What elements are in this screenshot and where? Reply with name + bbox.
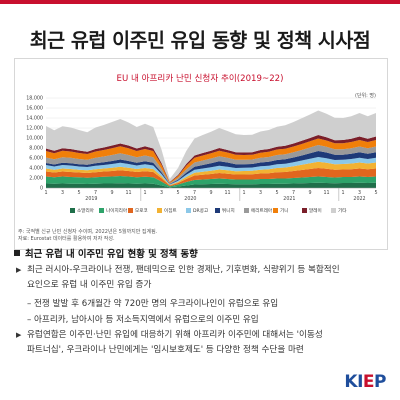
triangle-bullet-icon: ▶: [16, 331, 22, 339]
legend-label: 기타: [338, 209, 347, 214]
section-heading: 최근 유럽 내 이주민 유입 현황 및 정책 동향: [14, 246, 198, 260]
area-series: [46, 182, 376, 188]
legend-label: 이집트: [164, 209, 177, 214]
area-series: [46, 135, 376, 183]
x-tick-label: 1: [341, 190, 344, 196]
legend-item: 기타: [331, 208, 346, 214]
x-tick-label: 1: [143, 190, 146, 196]
legend-item: 튀니지: [215, 208, 235, 214]
area-series: [46, 151, 376, 185]
chart-source: 자료: Eurostat 데이터를 활용하여 저자 작성.: [18, 236, 115, 242]
x-year-label: 2019: [85, 196, 97, 202]
y-tick-label: 10,000: [26, 136, 43, 142]
y-tick-label: 2,000: [29, 176, 43, 182]
chart-unit-label: (단위: 명): [355, 93, 376, 99]
legend-item: 소말리아: [70, 208, 94, 214]
area-series: [46, 168, 376, 187]
y-tick-label: 6,000: [29, 156, 43, 162]
legend-label: 튀니지: [222, 209, 235, 214]
legend-swatch: [99, 208, 104, 213]
x-year-label: 2020: [184, 196, 196, 202]
bullet-1-line-1: 최근 러시아-우크라이나 전쟁, 팬데믹으로 인한 경제난, 기후변화, 식량위…: [27, 265, 340, 275]
y-tick-label: 12,000: [26, 126, 43, 132]
area-series: [46, 161, 376, 186]
x-tick-label: 3: [358, 190, 361, 196]
x-tick-label: 7: [94, 190, 97, 196]
x-tick-label: 1: [242, 190, 245, 196]
bullet-item-1: ▶ 최근 러시아-우크라이나 전쟁, 팬데믹으로 인한 경제난, 기후변화, 식…: [16, 263, 387, 293]
legend-item: 에리트레아: [244, 208, 272, 214]
bullet-item-2: ▶ 유럽연합은 이주민·난민 유입에 대응하기 위해 아프리카 이주민에 대해서…: [16, 328, 387, 358]
x-tick-label: 5: [374, 190, 377, 196]
legend-swatch: [70, 208, 75, 213]
x-tick-label: 9: [308, 190, 311, 196]
y-tick-label: 4,000: [29, 166, 43, 172]
x-tick-label: 5: [77, 190, 80, 196]
area-series: [46, 145, 376, 184]
area-series: [46, 138, 376, 184]
x-tick-label: 9: [110, 190, 113, 196]
legend-swatch: [128, 208, 133, 213]
legend-label: 에리트레아: [251, 209, 273, 214]
chart-title: EU 내 아프리카 난민 신청자 추이(2019~22): [116, 74, 284, 84]
y-tick-label: 0: [40, 186, 43, 192]
legend-swatch: [331, 208, 336, 213]
section-heading-text: 최근 유럽 내 이주민 유입 현황 및 정책 동향: [25, 249, 198, 260]
x-tick-label: 7: [292, 190, 295, 196]
y-tick-label: 18,000: [26, 96, 43, 102]
chart-legend: 소말리아 나이지리아 모로코 이집트 DR콩고 튀니지 에리트레아 기니 말레이 기타: [70, 208, 370, 218]
legend-swatch: [302, 208, 307, 213]
x-tick-label: 11: [323, 190, 329, 196]
x-tick-label: 3: [61, 190, 64, 196]
bullet-2-line-1: 유럽연합은 이주민·난민 유입에 대응하기 위해 아프리카 이주민에 대해서는 …: [27, 330, 323, 340]
page-title: 최근 유럽 이주민 유입 동향 및 정책 시사점: [29, 29, 371, 52]
top-accent-bar: [0, 0, 400, 4]
legend-label: 기니: [280, 209, 289, 214]
legend-swatch: [273, 208, 278, 213]
legend-item: 이집트: [157, 208, 177, 214]
x-tick-label: 3: [259, 190, 262, 196]
area-series: [46, 176, 376, 188]
legend-item: 말레이: [302, 208, 322, 214]
legend-item: 모로코: [128, 208, 148, 214]
dash-item-1: – 전쟁 발발 후 6개월간 약 720만 명의 우크라이나인이 유럽으로 유입: [27, 299, 279, 309]
triangle-bullet-icon: ▶: [16, 266, 22, 274]
legend-label: DR콩고: [193, 209, 209, 214]
x-year-label: 2021: [283, 196, 295, 202]
kiep-logo: KIEP: [344, 372, 386, 392]
x-tick-label: 5: [275, 190, 278, 196]
legend-swatch: [186, 208, 191, 213]
y-tick-label: 16,000: [26, 106, 43, 112]
chart-note: 주: 국적별 신규 난민 신청자 수이며, 2022년은 5월까지만 집계됨.: [18, 229, 158, 235]
x-tick-label: 11: [224, 190, 230, 196]
dash-item-2: – 아프리카, 남아시아 등 저소득지역에서 유럽으로의 이주민 유입: [27, 315, 259, 325]
legend-swatch: [244, 208, 249, 213]
legend-label: 소말리아: [77, 209, 94, 214]
bullet-1-line-2: 요인으로 유럽 내 이주민 유입 증가: [27, 280, 152, 290]
legend-item: DR콩고: [186, 208, 208, 214]
legend-label: 모로코: [135, 209, 148, 214]
x-tick-label: 1: [44, 190, 47, 196]
x-tick-label: 11: [125, 190, 131, 196]
y-tick-label: 8,000: [29, 146, 43, 152]
legend-item: 기니: [273, 208, 288, 214]
square-bullet-icon: [14, 250, 20, 256]
y-tick-label: 14,000: [26, 116, 43, 122]
legend-swatch: [157, 208, 162, 213]
x-tick-label: 9: [209, 190, 212, 196]
legend-label: 말레이: [309, 209, 322, 214]
legend-swatch: [215, 208, 220, 213]
x-tick-label: 7: [193, 190, 196, 196]
bullet-2-line-2: 파트너십', 우크라이나 난민에게는 '임시보호제도' 등 다양한 정책 수단을…: [27, 345, 304, 355]
area-series: [46, 110, 376, 182]
x-tick-label: 3: [160, 190, 163, 196]
x-year-label: 2022: [353, 196, 365, 202]
legend-item: 나이지리아: [99, 208, 127, 214]
x-tick-label: 5: [176, 190, 179, 196]
legend-label: 나이지리아: [106, 209, 128, 214]
